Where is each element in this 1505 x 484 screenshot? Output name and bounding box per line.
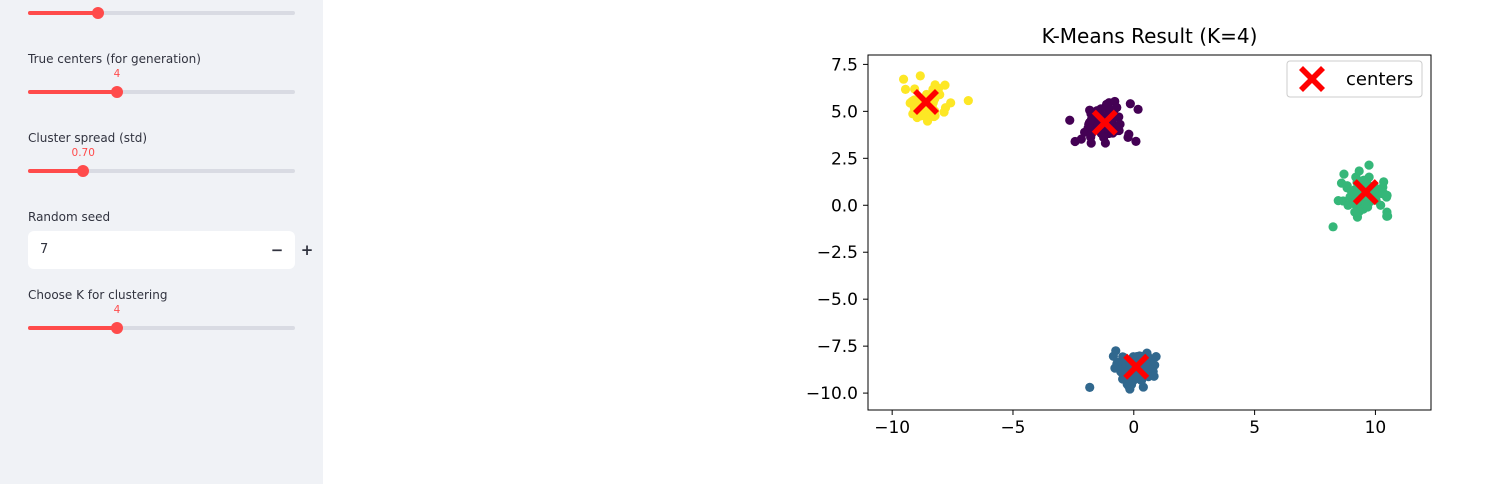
slider[interactable]: 4 [28, 68, 295, 99]
slider-fill [28, 326, 117, 330]
chart-title: K-Means Result (K=4) [1042, 24, 1258, 48]
plot-frame [867, 54, 1432, 411]
scatter-point [1360, 196, 1371, 207]
scatter-point [1111, 346, 1121, 356]
scatter-point [1125, 384, 1135, 394]
scatter-point [1382, 190, 1392, 201]
random-seed-value[interactable]: 7 [40, 242, 49, 257]
y-tick-label: 2.5 [831, 149, 858, 169]
legend-label: centers [1346, 69, 1413, 90]
scatter-point [1333, 195, 1343, 206]
scatter-point [1354, 166, 1364, 176]
scatter-point [1371, 187, 1381, 197]
slider-fill [28, 11, 99, 15]
slider-label: True centers (for generation) [28, 52, 201, 66]
y-tick-label: −7.5 [817, 337, 858, 357]
slider-label: Cluster spread (std) [28, 131, 148, 145]
legend-marker [1299, 66, 1325, 92]
plus-icon[interactable]: + [300, 241, 314, 259]
scatter-point [1124, 129, 1134, 139]
slider-thumb[interactable] [92, 7, 105, 19]
sidebar: 300 True centers (for generation) 4 Cluster… [0, 0, 323, 484]
slider-label: Choose K for clustering [28, 288, 168, 302]
y-tick-label: 5.0 [831, 102, 858, 122]
x-tick-label: 5 [1249, 418, 1260, 438]
scatter-point [939, 107, 949, 117]
y-tick-label: −5.0 [817, 290, 858, 310]
scatter-point [915, 71, 925, 81]
scatter-point [930, 111, 940, 121]
scatter-point [1131, 136, 1141, 146]
scatter-point [940, 80, 950, 90]
slider-fill [28, 169, 84, 173]
scatter-point [1383, 211, 1393, 221]
scatter-point [1076, 134, 1086, 144]
slider-value: 0.70 [71, 147, 95, 159]
scatter-point [1112, 102, 1122, 113]
slider-value: 4 [113, 68, 121, 80]
kmeans-chart: −10 −5 0 5 10 −10.0 −7.5 −5.0 −2.5 0.0 2.5 5.0 7.5 K-… [806, 24, 1432, 438]
scatter-point [900, 84, 911, 94]
scatter-point [1125, 99, 1135, 109]
center-marker [1352, 179, 1379, 206]
y-tick-label: 0.0 [831, 196, 858, 216]
scatter-point [1350, 207, 1360, 217]
center-marker [1123, 353, 1150, 380]
slider[interactable]: 0.70 [28, 147, 295, 178]
scatter-point [1133, 104, 1143, 114]
x-tick-label: −5 [1000, 418, 1025, 438]
slider-track[interactable] [28, 90, 295, 94]
slider[interactable]: 300 [28, 0, 295, 20]
scatter-point [1339, 169, 1349, 179]
center-marker [912, 88, 939, 115]
slider-thumb[interactable] [77, 165, 90, 177]
slider-track[interactable] [28, 326, 295, 330]
slider-fill [28, 90, 117, 94]
slider-track[interactable] [28, 169, 295, 173]
y-tick-label: −2.5 [817, 243, 858, 263]
scatter-point [1085, 382, 1095, 392]
scatter-point [1086, 114, 1097, 125]
slider-thumb[interactable] [111, 322, 123, 334]
random-seed-label: Random seed [28, 210, 111, 224]
slider-value: 4 [113, 304, 121, 316]
x-tick-label: 0 [1128, 418, 1139, 438]
x-tick-label: −10 [874, 418, 910, 438]
scatter-point [1099, 132, 1109, 143]
scatter-point [898, 74, 909, 84]
slider-track[interactable] [28, 11, 295, 15]
y-tick-label: −10.0 [806, 384, 858, 404]
scatter-point [1379, 177, 1389, 187]
center-marker [1091, 109, 1118, 136]
scatter-point [1328, 222, 1338, 232]
slider-thumb[interactable] [111, 86, 123, 98]
y-tick-label: 7.5 [831, 55, 858, 75]
scatter-point [1132, 351, 1142, 362]
scatter-point [1065, 115, 1075, 125]
scatter-point [1364, 160, 1374, 170]
slider[interactable]: 4 [28, 304, 295, 335]
minus-icon[interactable]: − [270, 241, 284, 259]
scatter-point [1110, 363, 1120, 373]
slider-value: 300 [88, 0, 108, 1]
random-seed-input[interactable]: 7 − + [28, 231, 313, 269]
x-tick-label: 10 [1365, 418, 1387, 438]
scatter-point [963, 95, 973, 106]
scatter-point [1086, 138, 1096, 148]
scatter-point [1085, 105, 1095, 115]
